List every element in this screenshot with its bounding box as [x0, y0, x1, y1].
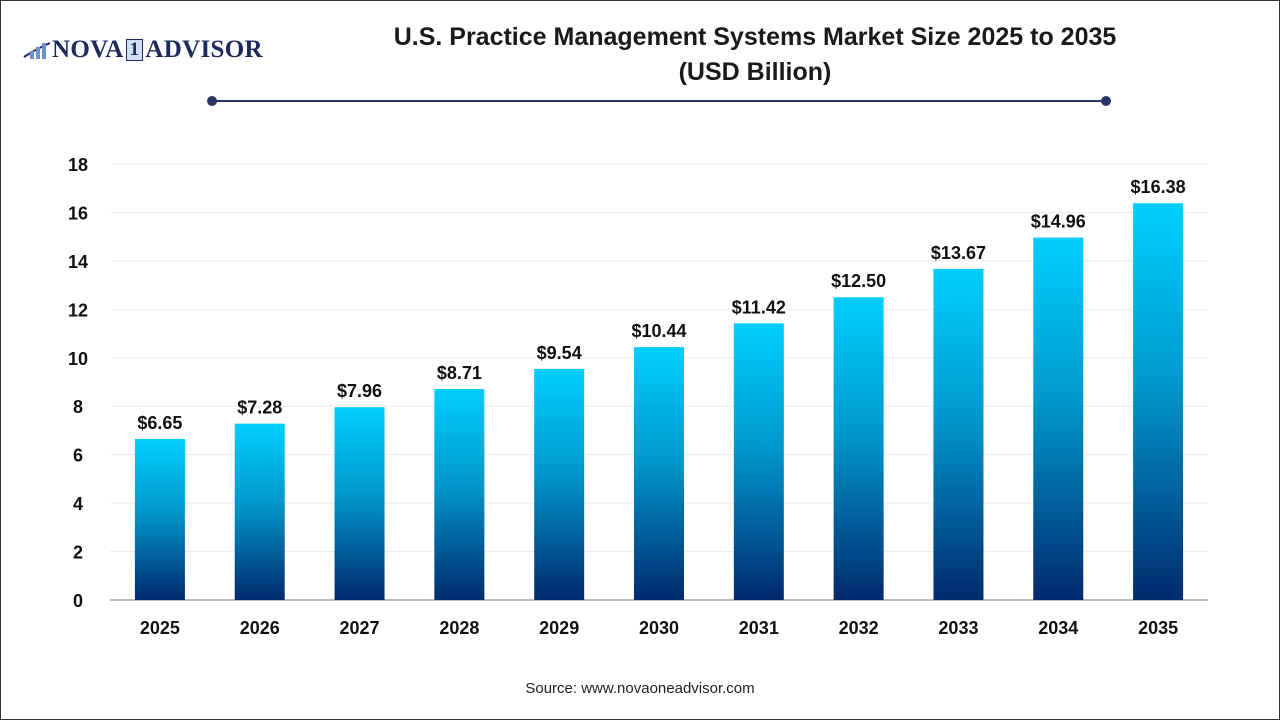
data-label: $14.96	[1031, 212, 1086, 232]
x-tick-label: 2033	[938, 618, 978, 638]
x-tick-label: 2025	[140, 618, 180, 638]
logo-one: 1	[125, 39, 144, 61]
bar	[434, 389, 485, 600]
y-tick-label: 14	[68, 252, 88, 272]
x-tick-label: 2030	[639, 618, 679, 638]
bar	[534, 368, 585, 600]
y-tick-label: 8	[73, 397, 83, 417]
data-label: $13.67	[931, 243, 986, 263]
bar	[733, 323, 784, 600]
data-label: $11.42	[732, 297, 786, 317]
bar	[134, 438, 185, 600]
bar	[234, 423, 285, 600]
source-note: Source: www.novaoneadvisor.com	[525, 680, 755, 697]
divider-dot-left	[207, 96, 217, 106]
y-tick-label: 6	[73, 446, 83, 466]
bar	[1033, 237, 1084, 600]
data-label: $8.71	[437, 363, 482, 383]
logo-text-right: ADVISOR	[145, 36, 263, 63]
data-label: $7.96	[337, 381, 382, 401]
x-tick-label: 2034	[1038, 618, 1078, 638]
x-tick-label: 2029	[539, 618, 579, 638]
y-tick-label: 18	[68, 155, 88, 175]
y-tick-label: 10	[68, 349, 88, 369]
x-tick-label: 2031	[739, 618, 779, 638]
data-label: $7.28	[237, 398, 282, 418]
x-tick-label: 2026	[240, 618, 280, 638]
y-tick-label: 4	[73, 494, 83, 514]
x-tick-label: 2035	[1138, 618, 1178, 638]
x-tick-label: 2028	[439, 618, 479, 638]
title-divider	[212, 100, 1106, 102]
bar	[833, 297, 884, 600]
bar	[1133, 203, 1184, 601]
y-tick-label: 16	[68, 203, 88, 223]
title-line-1: U.S. Practice Management Systems Market …	[393, 23, 1117, 51]
data-label: $16.38	[1131, 177, 1186, 197]
x-tick-label: 2032	[839, 618, 879, 638]
logo-text: NOVA	[52, 36, 124, 63]
data-label: $9.54	[537, 343, 582, 363]
y-tick-label: 2	[73, 543, 83, 563]
title-line-2: (USD Billion)	[678, 58, 832, 86]
data-label: $12.50	[831, 271, 886, 291]
bar	[634, 347, 684, 600]
data-label: $6.65	[137, 413, 182, 433]
y-tick-label: 12	[68, 300, 88, 320]
bar	[933, 268, 984, 600]
chart-title: U.S. Practice Management Systems Market …	[250, 20, 1260, 90]
x-tick-label: 2027	[340, 618, 380, 638]
nova-advisor-logo: NOVA 1 ADVISOR	[22, 36, 263, 64]
data-label: $10.44	[631, 321, 686, 341]
bar	[334, 407, 385, 600]
bar-chart-icon	[23, 42, 51, 59]
divider-dot-right	[1101, 96, 1111, 106]
y-tick-label: 0	[73, 591, 83, 611]
